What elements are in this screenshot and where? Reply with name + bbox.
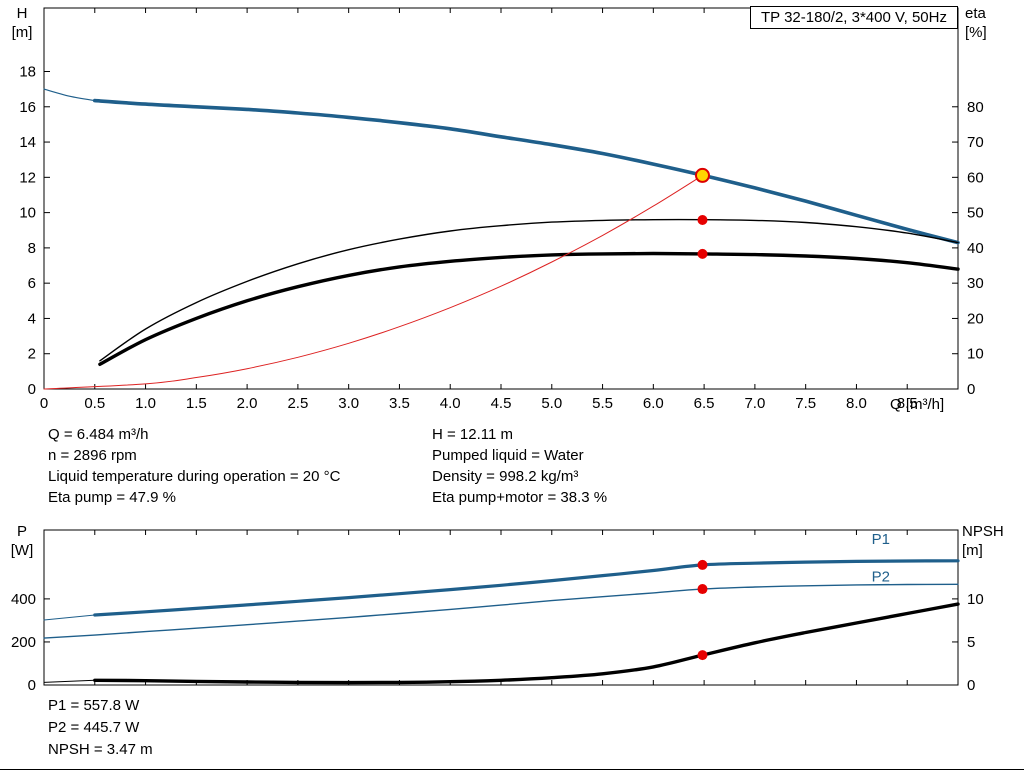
info-right-column: H = 12.11 m Pumped liquid = Water Densit… bbox=[432, 424, 607, 508]
svg-text:0: 0 bbox=[967, 677, 975, 694]
footer-divider bbox=[0, 769, 1024, 770]
svg-text:200: 200 bbox=[11, 634, 36, 651]
svg-text:3.0: 3.0 bbox=[338, 395, 359, 412]
svg-text:400: 400 bbox=[11, 591, 36, 608]
svg-text:20: 20 bbox=[967, 310, 984, 327]
svg-text:5.0: 5.0 bbox=[541, 395, 562, 412]
svg-text:6: 6 bbox=[28, 275, 36, 292]
svg-text:8: 8 bbox=[28, 240, 36, 257]
eta-axis-title-line2: [%] bbox=[965, 24, 987, 41]
npsh-axis-title-line2: [m] bbox=[962, 542, 983, 559]
svg-text:1.5: 1.5 bbox=[186, 395, 207, 412]
svg-text:10: 10 bbox=[967, 591, 984, 608]
svg-text:18: 18 bbox=[19, 64, 36, 81]
svg-text:5.5: 5.5 bbox=[592, 395, 613, 412]
svg-text:P2: P2 bbox=[872, 569, 890, 586]
svg-text:70: 70 bbox=[967, 134, 984, 151]
svg-text:0: 0 bbox=[28, 381, 36, 398]
svg-text:0: 0 bbox=[28, 677, 36, 694]
svg-text:0.5: 0.5 bbox=[84, 395, 105, 412]
duty-flow-text: Q = 6.484 m³/h bbox=[48, 426, 149, 443]
svg-text:4.5: 4.5 bbox=[491, 395, 512, 412]
speed-text: n = 2896 rpm bbox=[48, 447, 137, 464]
npsh-axis-title: NPSH [m] bbox=[962, 522, 1004, 560]
svg-text:14: 14 bbox=[19, 134, 36, 151]
svg-text:2.5: 2.5 bbox=[287, 395, 308, 412]
svg-text:1.0: 1.0 bbox=[135, 395, 156, 412]
svg-text:5: 5 bbox=[967, 634, 975, 651]
svg-text:50: 50 bbox=[967, 205, 984, 222]
p1-result-text: P1 = 557.8 W bbox=[48, 697, 140, 714]
hq-eta-chart[interactable]: 0 0.5 1.0 1.5 2.0 2.5 3.0 3.5 4.0 4.5 5.0 5.5 6.0 6.5… bbox=[0, 0, 1024, 415]
svg-text:7.5: 7.5 bbox=[795, 395, 816, 412]
svg-text:3.5: 3.5 bbox=[389, 395, 410, 412]
svg-text:6.5: 6.5 bbox=[694, 395, 715, 412]
p-axis-title-line2: [W] bbox=[10, 542, 34, 559]
svg-text:0: 0 bbox=[40, 395, 48, 412]
liquid-temperature-text: Liquid temperature during operation = 20… bbox=[48, 468, 341, 485]
npsh-result-text: NPSH = 3.47 m bbox=[48, 741, 153, 758]
density-text: Density = 998.2 kg/m³ bbox=[432, 468, 579, 485]
svg-text:P1: P1 bbox=[872, 531, 890, 548]
svg-text:0: 0 bbox=[967, 381, 975, 398]
svg-text:6.0: 6.0 bbox=[643, 395, 664, 412]
q-axis-title: Q [m³/h] bbox=[890, 396, 945, 413]
eta-axis-title: eta [%] bbox=[965, 4, 987, 42]
h-axis-title-line2: [m] bbox=[11, 24, 33, 41]
svg-text:60: 60 bbox=[967, 169, 984, 186]
p-axis-title: P [W] bbox=[2, 522, 42, 560]
svg-text:4.0: 4.0 bbox=[440, 395, 461, 412]
h-axis-title: H [m] bbox=[2, 4, 42, 42]
svg-text:80: 80 bbox=[967, 99, 984, 116]
p-axis-title-line1: P bbox=[16, 523, 27, 540]
pump-title-box: TP 32-180/2, 3*400 V, 50Hz bbox=[750, 6, 958, 29]
svg-text:12: 12 bbox=[19, 169, 36, 186]
svg-text:8.5: 8.5 bbox=[897, 395, 918, 412]
eta-axis-title-line1: eta bbox=[965, 5, 986, 22]
eta-pump-text: Eta pump = 47.9 % bbox=[48, 489, 176, 506]
info-left-column: Q = 6.484 m³/h n = 2896 rpm Liquid tempe… bbox=[48, 424, 340, 508]
svg-text:10: 10 bbox=[967, 346, 984, 363]
svg-text:2.0: 2.0 bbox=[237, 395, 258, 412]
p2-result-text: P2 = 445.7 W bbox=[48, 719, 140, 736]
h-axis-title-line1: H bbox=[16, 5, 28, 22]
svg-text:2: 2 bbox=[28, 346, 36, 363]
eta-pump-motor-text: Eta pump+motor = 38.3 % bbox=[432, 489, 608, 506]
head-text: H = 12.11 m bbox=[432, 426, 514, 443]
svg-text:40: 40 bbox=[967, 240, 984, 257]
svg-text:7.0: 7.0 bbox=[744, 395, 765, 412]
npsh-axis-title-line1: NPSH bbox=[962, 523, 1004, 540]
svg-text:16: 16 bbox=[19, 99, 36, 116]
results-block: P1 = 557.8 W P2 = 445.7 W NPSH = 3.47 m bbox=[48, 695, 153, 761]
svg-text:4: 4 bbox=[28, 310, 36, 327]
svg-text:10: 10 bbox=[19, 205, 36, 222]
pumped-liquid-text: Pumped liquid = Water bbox=[432, 447, 584, 464]
power-npsh-chart[interactable]: 0 200 400 0 5 10 P1 P2 bbox=[0, 522, 1024, 697]
svg-text:30: 30 bbox=[967, 275, 984, 292]
svg-text:8.0: 8.0 bbox=[846, 395, 867, 412]
